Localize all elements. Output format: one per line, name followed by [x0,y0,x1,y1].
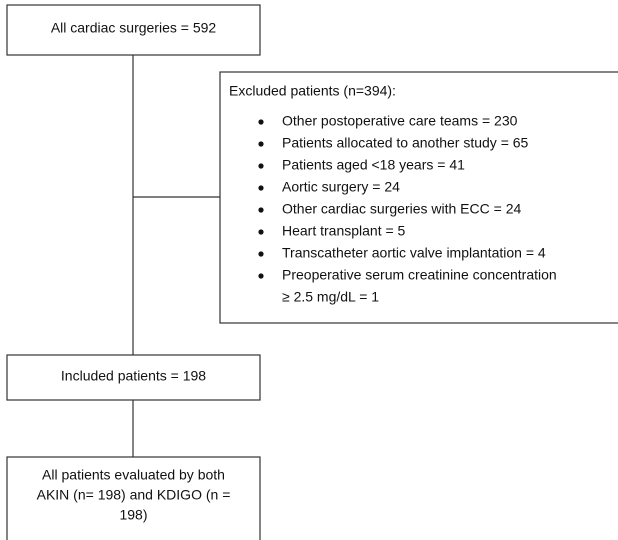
bullet [258,251,264,257]
exclusion-box [219,71,618,324]
bullet [258,141,264,147]
bullet [258,207,264,213]
bullet [258,119,264,125]
exclusion-item: Other postoperative care teams = 230 [282,113,518,129]
exclusion-title: Excluded patients (n=394): [229,83,396,99]
node-box [6,456,261,540]
exclusion-item: Patients aged <18 years = 41 [282,157,465,173]
node-label: All cardiac surgeries = 592 [51,20,217,36]
exclusion-item: Aortic surgery = 24 [282,179,400,195]
exclusion-item: ≥ 2.5 mg/dL = 1 [282,289,379,305]
node-label: All patients evaluated by both [42,467,225,483]
bullet [258,185,264,191]
bullet [258,163,264,169]
exclusion-item: Preoperative serum creatinine concentrat… [282,267,557,283]
exclusion-item: Transcatheter aortic valve implantation … [282,245,546,261]
node-box [6,354,261,401]
node-label: Included patients = 198 [61,368,206,384]
exclusion-item: Other cardiac surgeries with ECC = 24 [282,201,521,217]
bullet [258,229,264,235]
exclusion-item: Heart transplant = 5 [282,223,406,239]
node-label: AKIN (n= 198) and KDIGO (n = [37,487,231,503]
node-box [6,4,261,56]
bullet [258,273,264,279]
exclusion-item: Patients allocated to another study = 65 [282,135,529,151]
node-label: 198) [119,507,147,523]
